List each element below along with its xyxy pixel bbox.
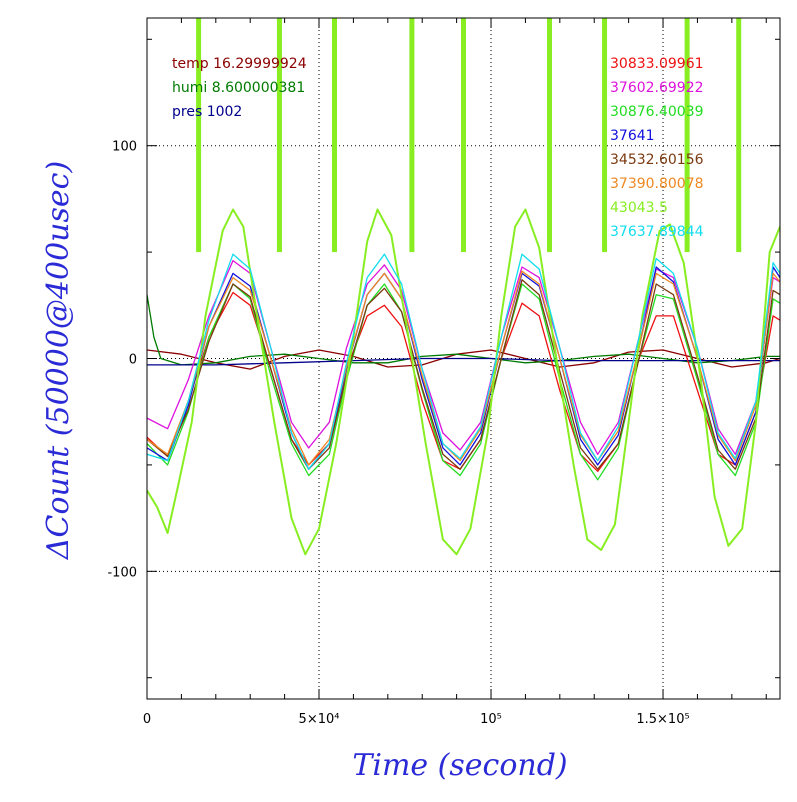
legend-right-entry: 37641 <box>610 128 655 144</box>
legend-right-entry: 34532.60156 <box>610 152 704 168</box>
series-layer <box>147 18 780 556</box>
x-tick-label: 5×10⁴ <box>299 712 340 727</box>
ticks: 0 5×10⁴ 10⁵ 1.5×10⁵ 100 0 -100 <box>107 18 780 727</box>
series-line-2 <box>147 357 780 366</box>
y-axis-title: ΔCount (50000@400usec) <box>41 161 76 560</box>
y-tick-label: 0 <box>129 353 137 368</box>
series-spike <box>196 18 202 253</box>
x-tick-label: 1.5×10⁵ <box>636 712 689 727</box>
series-line-9 <box>147 208 780 556</box>
legend-left-entry: temp 16.29999924 <box>172 56 307 72</box>
series-spike <box>602 18 608 253</box>
series-spike <box>331 18 337 253</box>
series-spike <box>409 18 415 253</box>
legend-right-entry: 30833.09961 <box>610 56 704 72</box>
series-spike <box>461 18 466 253</box>
x-tick-label: 0 <box>143 712 151 727</box>
series-line-10 <box>147 253 780 470</box>
series-spike <box>684 18 690 253</box>
legend-right-entry: 43043.5 <box>610 200 668 216</box>
series-line-8 <box>147 270 780 466</box>
series-spike <box>547 18 553 253</box>
legend-right-entry: 30876.40039 <box>610 104 704 120</box>
x-axis-title: Time (second) <box>352 748 567 783</box>
legend-right-entry: 37390.80078 <box>610 176 704 192</box>
y-tick-label: -100 <box>107 565 137 580</box>
legend-right: 30833.09961 37602.69922 30876.40039 37641 34… <box>610 56 704 240</box>
legend-left-entry: pres 1002 <box>172 104 242 120</box>
x-tick-label: 10⁵ <box>480 712 502 727</box>
legend-left-entry: humi 8.600000381 <box>172 80 305 96</box>
y-tick-label: 100 <box>112 140 137 155</box>
series-spike <box>736 18 742 253</box>
series-spike <box>276 18 282 253</box>
legend-right-entry: 37602.69922 <box>610 80 704 96</box>
legend-left: temp 16.29999924 humi 8.600000381 pres 100… <box>172 56 307 120</box>
legend-right-entry: 37637.89844 <box>610 224 704 240</box>
